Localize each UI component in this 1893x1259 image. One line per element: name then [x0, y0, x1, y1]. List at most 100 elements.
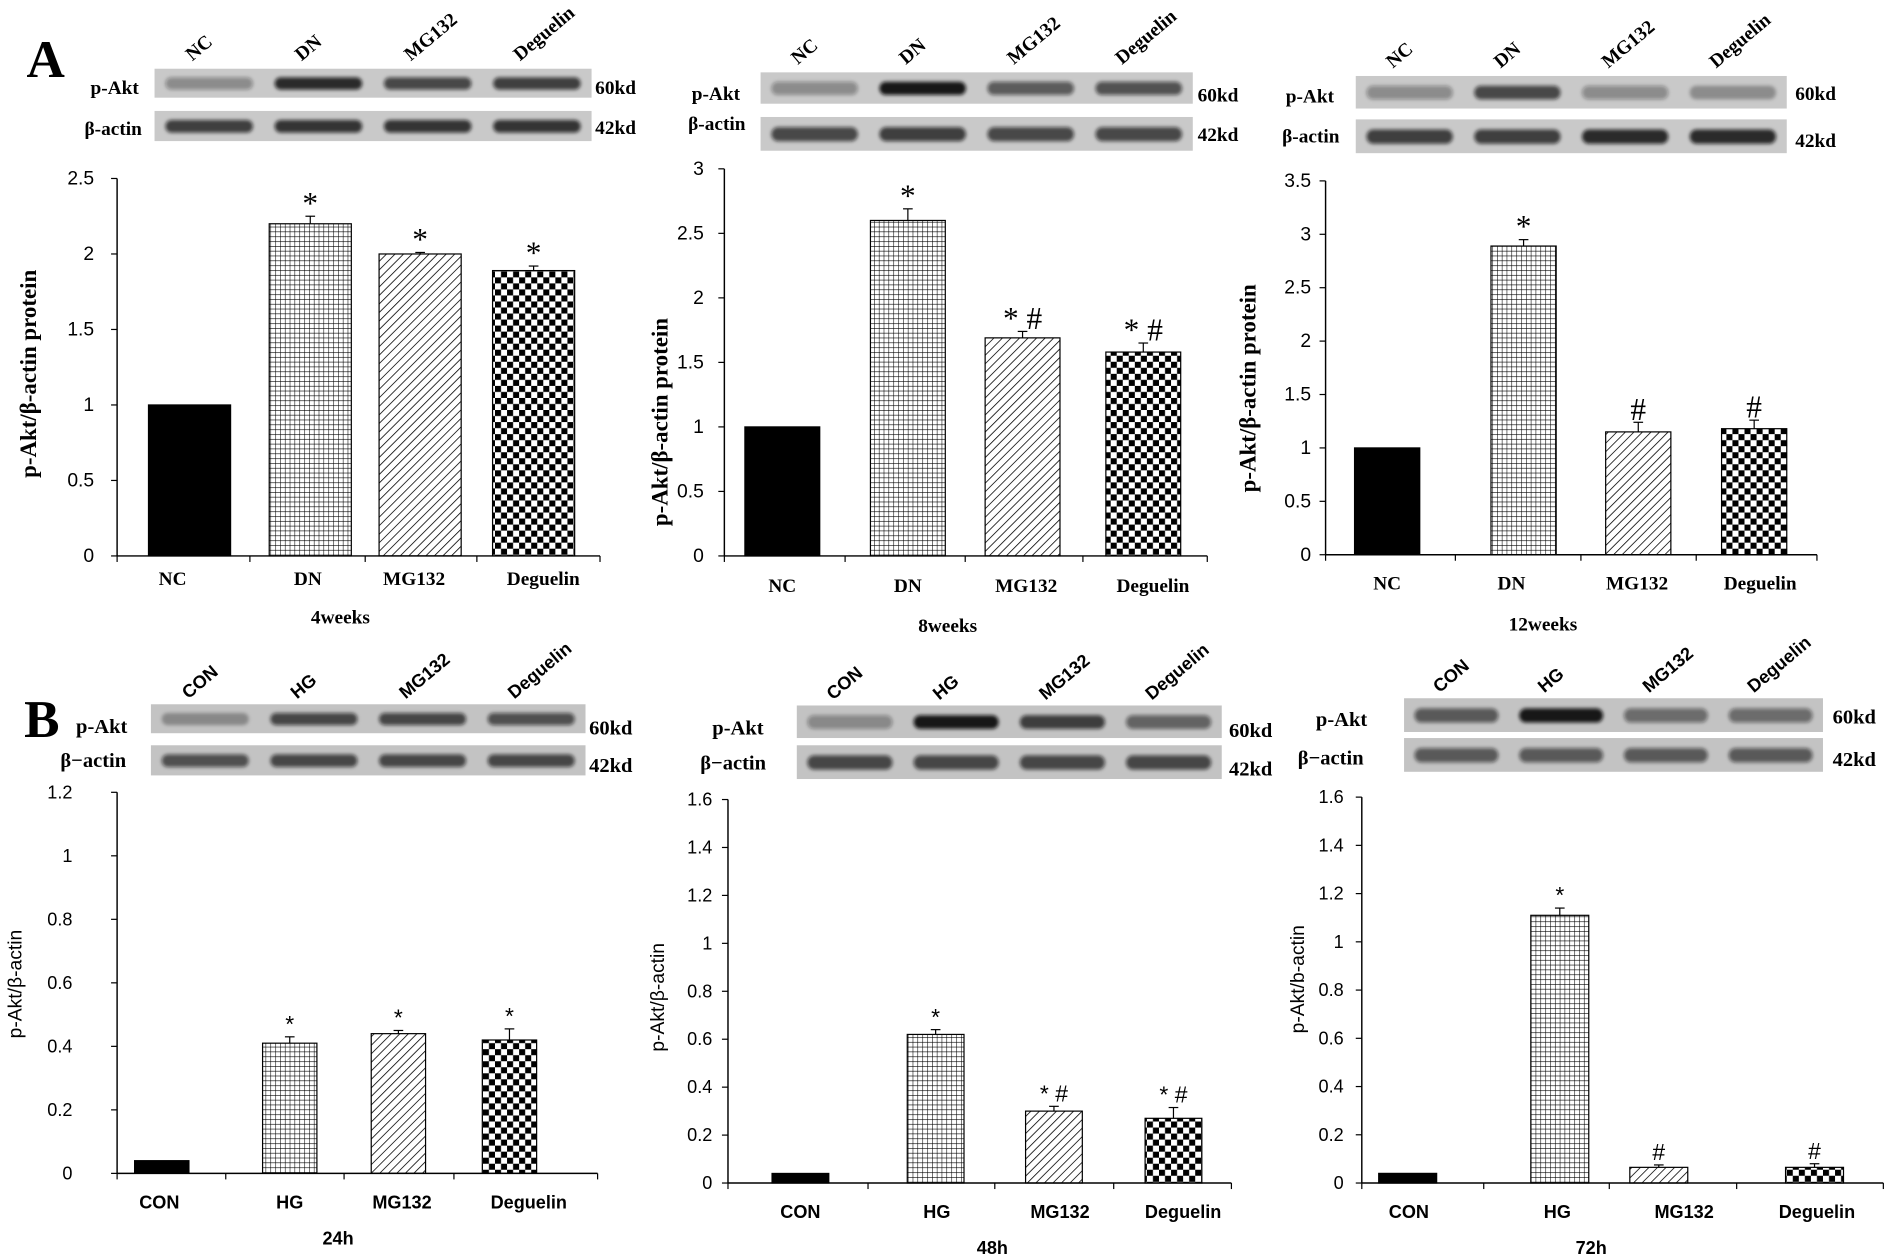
blot-band	[274, 77, 363, 90]
blot-band	[879, 81, 966, 95]
chart-72h: p-Akt 60kd β−actin 42kd CON HG MG132 Deguelin * #…	[1288, 632, 1884, 1258]
significance-marker: *	[285, 1011, 294, 1037]
molecular-weight-label: 60kd	[1229, 720, 1273, 742]
y-tick-label: 1	[1334, 932, 1344, 952]
blot-band	[1095, 127, 1182, 142]
y-tick-label: 3	[1300, 224, 1311, 245]
x-category-label: Deguelin	[507, 569, 580, 590]
significance-marker: *	[505, 1003, 514, 1029]
western-blot: p-Akt 60kd β-actin 42kd NC DN MG132 Deguelin	[1282, 9, 1836, 154]
y-tick-label: 0.5	[67, 470, 94, 491]
blot-lane-label: Deguelin	[1706, 9, 1776, 72]
western-blot: p-Akt 60kd β−actin 42kd CON HG MG132 Deguelin	[700, 639, 1273, 780]
bar-con	[1378, 1172, 1438, 1184]
blot-band	[1623, 748, 1708, 763]
bar-con	[134, 1160, 190, 1174]
blot-band	[493, 119, 581, 133]
chart-12weeks: p-Akt 60kd β-actin 42kd NC DN MG132 Deguelin * # #…	[1236, 9, 1837, 635]
y-tick-label: 0	[62, 1163, 72, 1183]
blot-row-label: β-actin	[688, 114, 746, 135]
bar-mg132	[370, 1033, 427, 1174]
y-axis-title: p-Akt/b-actin	[1288, 925, 1309, 1033]
blot-band	[161, 712, 249, 726]
blot-lane-label: Deguelin	[1112, 6, 1182, 69]
bar-dn	[869, 219, 946, 557]
blot-lane-label: MG132	[395, 649, 453, 702]
blot-band	[379, 754, 467, 767]
blot-band	[913, 755, 999, 770]
significance-marker: #	[1630, 392, 1646, 427]
y-tick-label: 1.6	[1319, 787, 1344, 807]
blot-band	[487, 754, 575, 767]
blot-lane-label: HG	[1534, 664, 1568, 697]
blot-lane-label: MG132	[400, 9, 461, 65]
figure-panels: p-Akt 60kd β-actin 42kd NC DN MG132 Deguelin * * *…	[6, 2, 1884, 1258]
blot-band	[165, 77, 253, 90]
bar-chart: * * * 0 0.2 0.4 0.6 0.8 1 1.2 CON HG MG132 Deguelin 24…	[6, 782, 599, 1249]
y-tick-label: 0	[702, 1173, 712, 1193]
bar-hg	[261, 1042, 318, 1174]
bar-con	[771, 1172, 830, 1184]
bar-nc	[147, 404, 232, 557]
blot-row-label: β−actin	[700, 752, 766, 774]
y-tick-label: 1.5	[677, 352, 704, 373]
blot-lane-label: DN	[291, 31, 326, 65]
blot-row-label: β−actin	[1298, 748, 1364, 770]
blot-band	[383, 119, 472, 133]
western-blot: p-Akt 60kd β−actin 42kd CON HG MG132 Deguelin	[60, 638, 633, 777]
blot-band	[1095, 81, 1182, 95]
x-axis-title: 24h	[322, 1229, 353, 1249]
blot-lane-label: DN	[895, 35, 930, 69]
significance-marker: *	[1516, 209, 1532, 244]
bar-hg	[906, 1033, 965, 1184]
y-tick-label: 2	[693, 288, 704, 309]
blot-row-label: β-actin	[1282, 126, 1340, 147]
blot-band	[1623, 708, 1708, 723]
blot-band	[487, 712, 575, 726]
blot-band	[1366, 85, 1453, 100]
molecular-weight-label: 60kd	[1795, 84, 1836, 105]
y-tick-label: 2.5	[67, 169, 94, 190]
y-axis-title: p-Akt/β-actin	[648, 943, 669, 1052]
blot-band	[1126, 755, 1212, 770]
blot-band	[1689, 85, 1776, 100]
molecular-weight-label: 42kd	[1833, 749, 1877, 771]
y-tick-label: 0.8	[47, 909, 72, 929]
blot-row-label: p-Akt	[692, 84, 741, 105]
significance-marker: * #	[1003, 301, 1043, 336]
bar-chart: * * # * # 0 0.5 1 1.5 2 2.5 3 NC DN MG132 Deguelin 8we…	[648, 159, 1208, 637]
y-tick-label: 2.5	[1284, 278, 1311, 299]
blot-band	[1414, 708, 1499, 723]
blot-lane-label: MG132	[1639, 643, 1697, 696]
y-tick-label: 1	[83, 395, 94, 416]
blot-band	[1582, 129, 1669, 144]
y-tick-label: 1	[693, 417, 704, 438]
y-tick-label: 2.5	[677, 223, 704, 244]
blot-band	[270, 754, 358, 767]
blot-band	[1689, 129, 1776, 144]
significance-marker: *	[1555, 882, 1564, 908]
blot-band	[1519, 708, 1604, 723]
y-tick-label: 1.2	[687, 885, 712, 905]
y-tick-label: 1	[62, 846, 72, 866]
x-category-label: MG132	[1030, 1202, 1089, 1222]
y-tick-label: 0.8	[687, 981, 712, 1001]
blot-lane-label: NC	[787, 35, 822, 69]
bar-dn	[268, 223, 352, 557]
molecular-weight-label: 42kd	[1198, 125, 1239, 146]
y-tick-label: 3	[693, 159, 704, 180]
blot-lane-label: CON	[178, 661, 222, 702]
blot-band	[807, 715, 893, 729]
blot-band	[987, 127, 1074, 142]
bar-nc	[744, 426, 821, 557]
significance-marker: *	[412, 222, 428, 257]
y-tick-label: 0.4	[1319, 1077, 1344, 1097]
blot-row-label: p-Akt	[1286, 87, 1335, 108]
bar-chart: * # #0 0.2 0.4 0.6 0.8 1 1.2 1.4 1.6 CON HG MG132 Degu…	[1288, 787, 1884, 1258]
x-category-label: MG132	[995, 576, 1057, 597]
y-tick-label: 1.5	[1284, 385, 1311, 406]
significance-marker: #	[1808, 1138, 1821, 1164]
bar-deguelin	[1105, 351, 1182, 557]
y-axis-title: p-Akt/β-actin	[6, 930, 27, 1039]
